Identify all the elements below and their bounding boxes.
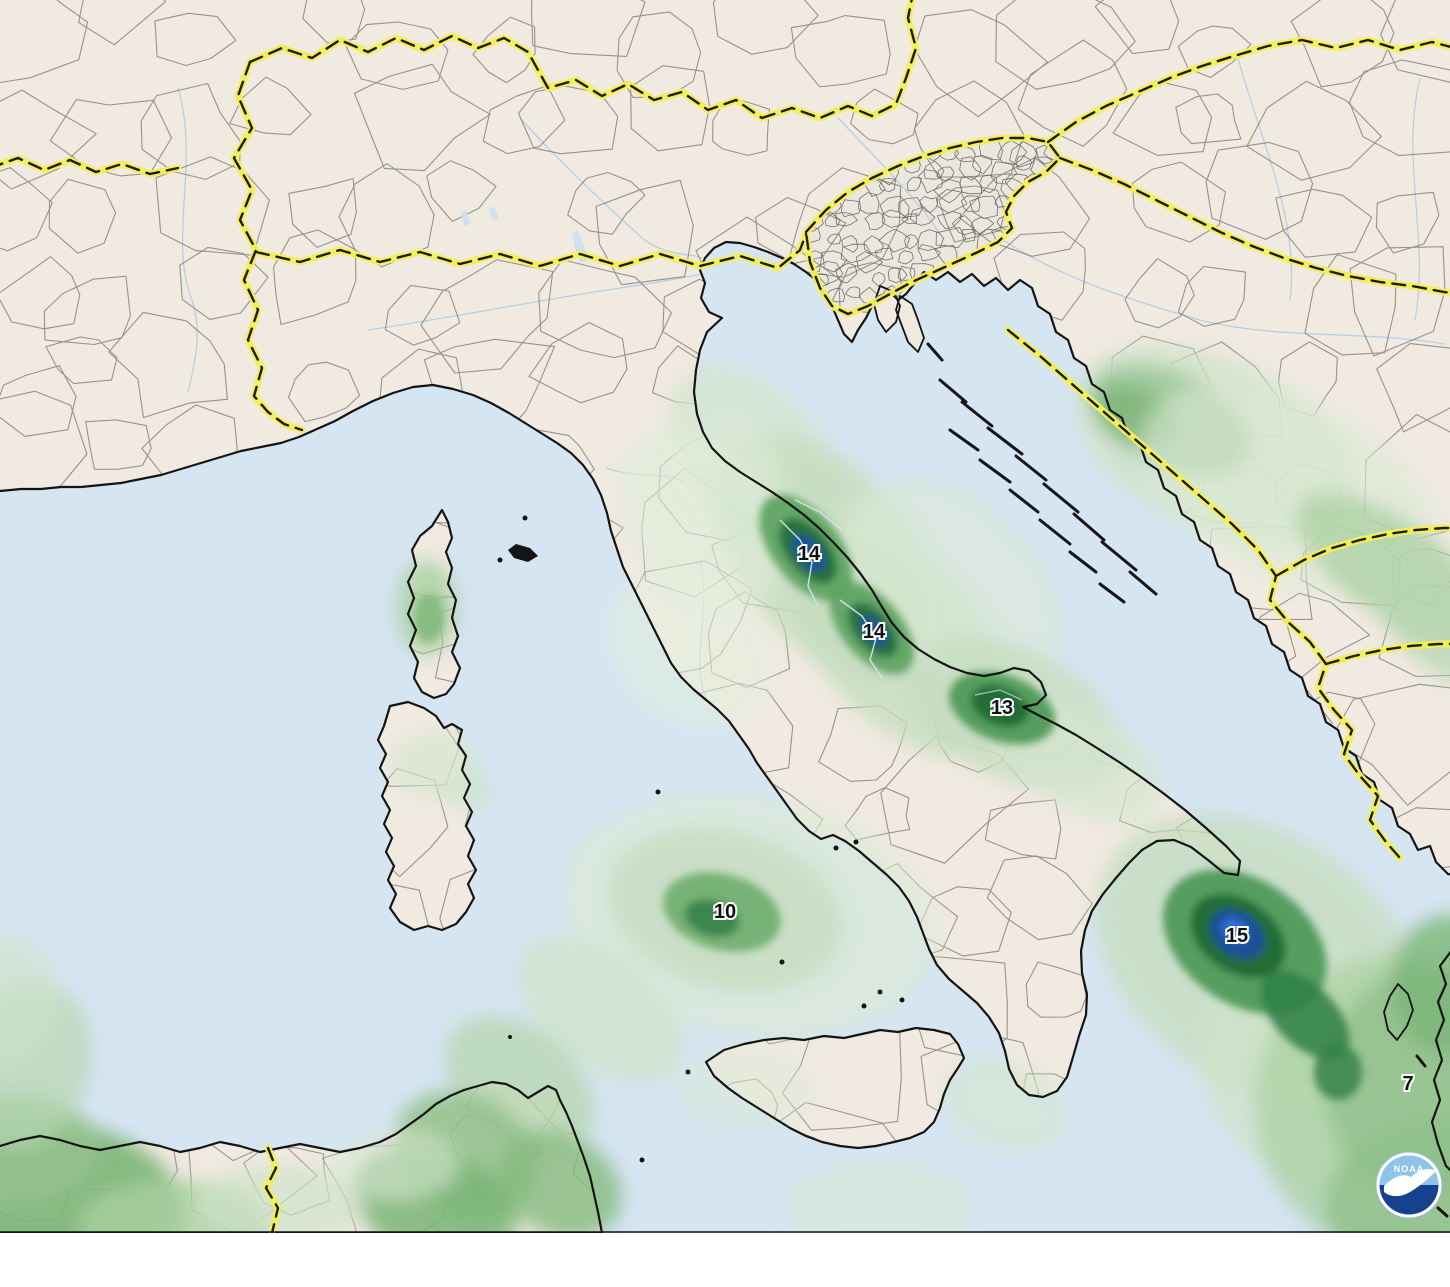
precip-max-value: 10 (714, 901, 736, 923)
small-islands (926, 342, 1449, 1218)
precipitation-cores (414, 494, 1362, 1100)
precip-max-value: 14 (863, 621, 886, 643)
legend: 0.00 mm 12510205010020050010002000 15.06… (0, 1233, 1450, 1287)
national-borders (0, 0, 1450, 1233)
noaa-logo-icon: NOAA (1375, 1151, 1443, 1219)
precip-max-value: 7 (1402, 1073, 1413, 1095)
islet-dots (497, 515, 905, 1163)
noaa-logo-text: NOAA (1394, 1164, 1425, 1174)
weather-map: NOAA 14 14 13 10 15 7 (0, 0, 1450, 1233)
precip-max-value: 13 (991, 697, 1013, 719)
precip-max-labels: 14 14 13 10 15 7 (712, 541, 1416, 1097)
precip-max-value: 15 (1226, 925, 1248, 947)
precip-max-value: 14 (798, 543, 821, 565)
highlight-borders (779, 499, 1023, 701)
